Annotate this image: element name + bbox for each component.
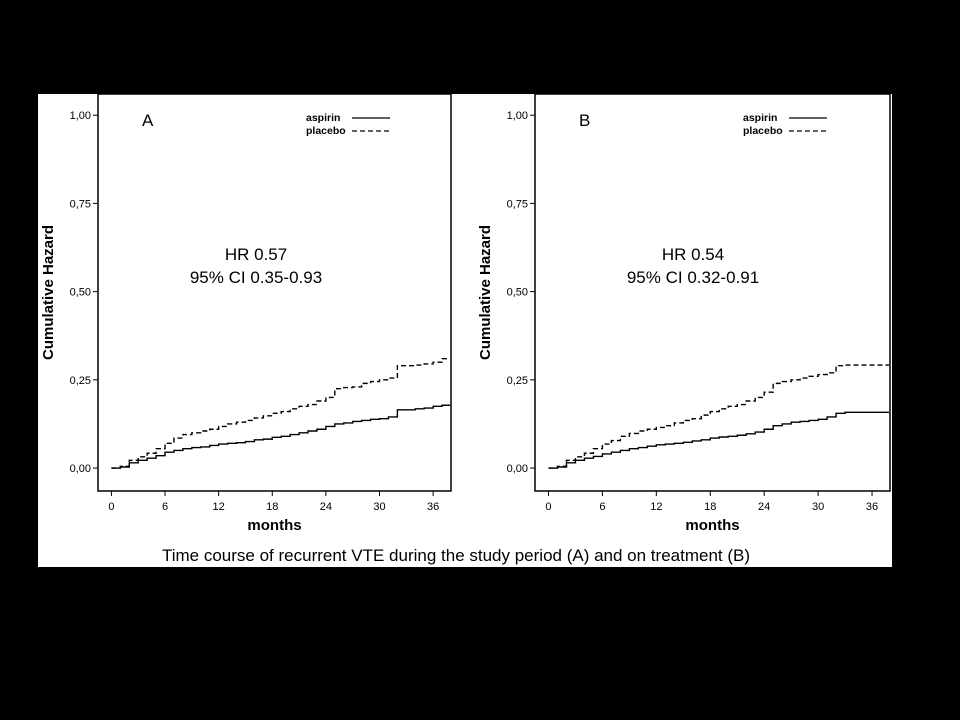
figure: 0,00 0,25 0,50 0,75 1,00 0 6 12 18 24 30 36 months Cu… (38, 94, 892, 567)
x-tick-label: 0 (545, 501, 551, 513)
x-tick-label: 30 (373, 501, 385, 513)
y-tick-label: 0,75 (507, 198, 528, 210)
y-tick-label: 1,00 (507, 110, 528, 122)
x-tick-label: 6 (162, 501, 168, 513)
panel-label: A (142, 111, 154, 130)
x-tick-label: 12 (213, 501, 225, 513)
y-tick-label: 0,75 (70, 198, 91, 210)
series-line-placebo (111, 357, 450, 469)
figure-background (38, 94, 892, 567)
x-tick-label: 12 (650, 501, 662, 513)
series-line-placebo (548, 364, 889, 469)
legend-label-placebo: placebo (306, 125, 346, 137)
y-axis-label: Cumulative Hazard (477, 225, 494, 360)
series-line-aspirin (548, 411, 889, 469)
hazard-ratio-annotation: HR 0.54 (662, 245, 724, 264)
hazard-ratio-annotation: 95% CI 0.32-0.91 (627, 268, 759, 287)
figure-caption: Time course of recurrent VTE during the … (162, 546, 750, 565)
panel-a: 0,00 0,25 0,50 0,75 1,00 0 6 12 18 24 30 36 months Cu… (40, 94, 452, 534)
y-tick-label: 0,25 (507, 375, 528, 387)
x-tick-label: 36 (427, 501, 439, 513)
legend-label-aspirin: aspirin (306, 112, 340, 124)
x-tick-label: 24 (320, 501, 332, 513)
y-tick-label: 0,50 (507, 287, 528, 299)
plot-frame (97, 94, 452, 492)
x-tick-label: 24 (758, 501, 770, 513)
x-tick-label: 18 (704, 501, 716, 513)
panel-b: 0,00 0,25 0,50 0,75 1,00 0 6 12 18 24 30 36 months Cu… (477, 94, 891, 534)
series-line-aspirin (111, 404, 450, 469)
plot-frame (534, 94, 891, 492)
y-tick-label: 0,25 (70, 375, 91, 387)
legend-label-aspirin: aspirin (743, 112, 777, 124)
x-tick-label: 36 (866, 501, 878, 513)
hazard-ratio-annotation: HR 0.57 (225, 245, 287, 264)
x-tick-label: 6 (599, 501, 605, 513)
panel-label: B (579, 111, 590, 130)
y-axis-label: Cumulative Hazard (40, 225, 57, 360)
hazard-ratio-annotation: 95% CI 0.35-0.93 (190, 268, 322, 287)
y-tick-label: 0,00 (70, 463, 91, 475)
y-tick-label: 0,00 (507, 463, 528, 475)
x-axis-label: months (685, 517, 739, 534)
y-tick-label: 0,50 (70, 287, 91, 299)
x-tick-label: 30 (812, 501, 824, 513)
legend-label-placebo: placebo (743, 125, 783, 137)
y-tick-label: 1,00 (70, 110, 91, 122)
x-axis-label: months (247, 517, 301, 534)
x-tick-label: 18 (266, 501, 278, 513)
x-tick-label: 0 (108, 501, 114, 513)
